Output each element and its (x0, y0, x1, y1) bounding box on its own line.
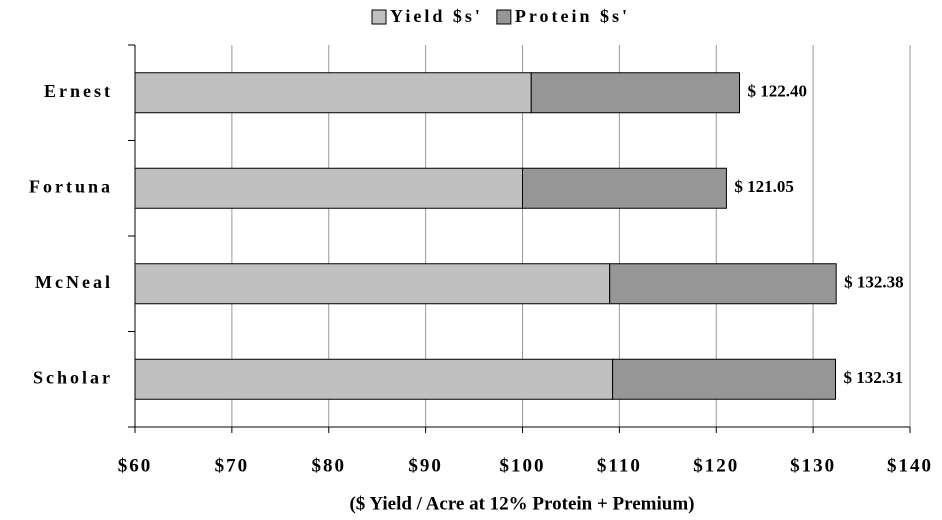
bar-segment (530, 72, 740, 114)
x-tick-label: $110 (597, 455, 642, 476)
x-tick-label: $130 (790, 455, 836, 476)
total-label: $ 122.40 (748, 82, 808, 101)
bar-segment (522, 167, 727, 209)
y-tick-label: Ernest (44, 81, 113, 101)
y-tick-label: Fortuna (29, 176, 113, 196)
x-tick-label: $100 (500, 455, 546, 476)
x-tick-label: $80 (312, 455, 347, 476)
x-tick-label: $140 (887, 455, 933, 476)
y-tick-label: McNeal (35, 272, 113, 292)
legend-label: Yield $s' (390, 6, 483, 26)
bar-segment (134, 167, 523, 209)
legend-swatch (496, 9, 512, 25)
x-tick-label: $90 (408, 455, 443, 476)
y-tick-label: Scholar (33, 367, 113, 387)
total-label: $ 121.05 (734, 177, 794, 196)
bar-segment (612, 358, 837, 400)
total-label: $ 132.38 (844, 273, 904, 292)
x-tick-label: $70 (215, 455, 250, 476)
x-axis-title: ($ Yield / Acre at 12% Protein + Premium… (349, 493, 694, 514)
legend-swatch (371, 9, 387, 25)
bar-segment (134, 358, 614, 400)
total-label: $ 132.31 (844, 368, 904, 387)
bar-segment (609, 263, 837, 305)
legend-label: Protein $s' (515, 6, 630, 26)
bar-segment (134, 263, 611, 305)
bar-segment (134, 72, 532, 114)
x-tick-label: $60 (118, 455, 153, 476)
x-tick-label: $120 (693, 455, 739, 476)
